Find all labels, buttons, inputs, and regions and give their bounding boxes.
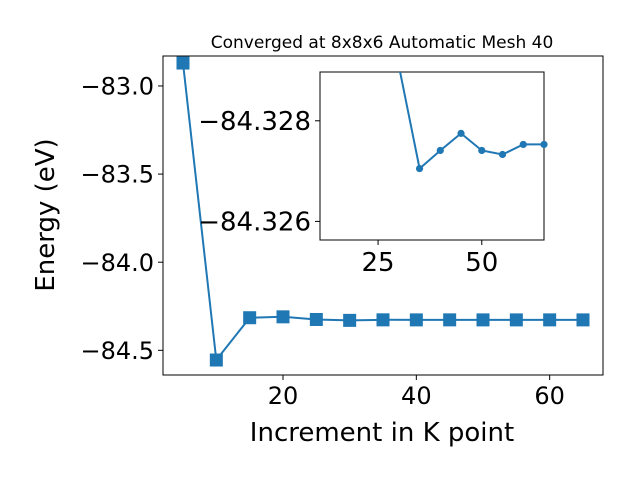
main-point: [209, 353, 223, 367]
inset-series-line: [399, 72, 544, 171]
inset-x-tick-label: 50: [465, 248, 498, 278]
inset-point: [478, 146, 486, 155]
main-point: [343, 313, 357, 327]
main-point: [243, 311, 257, 325]
main-frame: [162, 55, 604, 376]
inset-y-tick-label: −84.328: [198, 107, 311, 137]
inset-point: [415, 164, 424, 173]
main-y-tick-label: −84.5: [80, 337, 154, 365]
main-y-tick-label: −84.0: [80, 249, 154, 277]
main-point: [176, 56, 190, 70]
main-y-tick-label: −83.0: [80, 73, 154, 101]
main-point: [309, 312, 323, 326]
main-x-tick-label: 20: [268, 382, 299, 410]
chart-title: Converged at 8x8x6 Automatic Mesh 40: [211, 33, 554, 53]
inset-y-tick-label: −84.326: [198, 208, 311, 238]
inset-plot-area: 25 50 −84.328 −84.326: [198, 71, 548, 278]
inset-point: [498, 150, 507, 159]
main-point: [443, 313, 457, 327]
main-point: [376, 313, 390, 327]
main-point: [476, 313, 490, 327]
main-x-tick-label: 40: [401, 382, 432, 410]
main-y-tick-label: −83.5: [80, 161, 154, 189]
x-axis-label: Increment in K point: [250, 418, 514, 448]
inset-x-tick-label: 25: [362, 248, 395, 278]
main-plot-area: 20 40 60 −83.0 −83.5 −84.0 −84.5: [80, 55, 604, 410]
main-point: [509, 313, 523, 327]
y-axis-label: Energy (eV): [31, 138, 61, 291]
main-point: [543, 313, 557, 327]
main-point: [409, 313, 423, 327]
main-point: [576, 313, 590, 327]
main-point: [276, 310, 290, 324]
inset-point: [540, 140, 548, 149]
inset-point: [436, 146, 444, 155]
inset-frame: [319, 71, 545, 241]
inset-point: [519, 140, 527, 149]
inset-point: [457, 129, 465, 137]
main-x-tick-label: 60: [534, 382, 565, 410]
